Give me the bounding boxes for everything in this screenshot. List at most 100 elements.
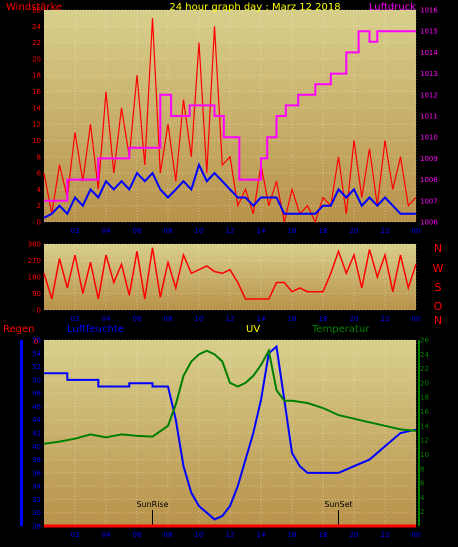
temperature-y-tick: 10	[420, 451, 429, 459]
temperature-y-tick: 26	[420, 337, 429, 345]
temperature-y-tick: 2	[420, 508, 424, 516]
wind-x-tick: 12	[226, 227, 235, 235]
wind-y-tick: 0	[37, 219, 41, 227]
wind-x-tick-labels: 02 04 06 08 10 12 14 16 18 20 22 00	[71, 227, 421, 235]
humidity-x-tick: 16	[288, 531, 297, 539]
direction-y-tick: 90	[32, 290, 41, 298]
direction-x-tick: 06	[133, 315, 142, 323]
pressure-y-tick: 1009	[420, 155, 438, 163]
wind-y-tick: 8	[37, 153, 41, 161]
rain-label: Regen	[3, 324, 35, 335]
compass-label: N	[434, 314, 442, 327]
humidity-temperature-panel: SunRise SunSet 28303234363840424446485052…	[3, 324, 429, 539]
wind-x-tick: 16	[288, 227, 297, 235]
direction-x-tick: 10	[195, 315, 204, 323]
wind-y-tick: 24	[32, 23, 41, 31]
humidity-x-tick: 20	[350, 531, 359, 539]
direction-y-tick: 270	[28, 257, 41, 265]
compass-label: W	[433, 262, 444, 275]
temperature-line	[43, 347, 417, 445]
wind-x-tick: 08	[164, 227, 173, 235]
humidity-y-tick: 36	[32, 469, 41, 477]
wind-y-tick: 12	[32, 121, 41, 129]
sun-annotations: SunRise SunSet	[136, 500, 353, 526]
avg-wind-line	[43, 162, 416, 219]
wind-y-tick: 22	[32, 39, 41, 47]
wind-x-tick: 02	[71, 227, 80, 235]
humidity-x-tick: 08	[164, 531, 173, 539]
sun-marker-label: SunSet	[324, 500, 352, 509]
chart-title: 24 hour graph day : Marz 12 2018	[169, 2, 340, 13]
temperature-y-tick: 16	[420, 408, 429, 416]
humidity-y-tick: 32	[32, 496, 41, 504]
humidity-x-tick: 02	[71, 531, 80, 539]
wind-x-tick: 00	[412, 227, 421, 235]
temperature-label: Temperatur	[311, 324, 370, 335]
temperature-y-tick: 4	[420, 494, 425, 502]
humidity-y-tick: 34	[32, 483, 41, 491]
temperature-y-tick: 22	[420, 365, 429, 373]
wind-line	[43, 18, 417, 224]
humidity-y-tick: 54	[32, 350, 41, 358]
wind-plot-area	[44, 10, 416, 222]
humidity-y-tick: 56	[32, 337, 41, 345]
humidity-series	[43, 344, 417, 528]
direction-y-tick: 360	[28, 241, 41, 249]
humidity-line	[44, 344, 417, 521]
wind-y-tick: 6	[37, 170, 42, 178]
humidity-x-tick: 18	[319, 531, 328, 539]
pressure-y-tick: 1013	[420, 70, 438, 78]
direction-y-tick: 0	[37, 307, 41, 315]
humidity-x-tick-labels: 02 04 06 08 10 12 14 16 18 20 22 00	[71, 531, 421, 539]
humidity-x-tick: 22	[381, 531, 390, 539]
direction-grid	[44, 243, 417, 311]
temperature-y-tick: 6	[420, 480, 425, 488]
pressure-y-tick-labels: 1006 1007 1008 1009 1010 1011 1012 1013 1014 1015…	[420, 7, 438, 227]
humidity-y-tick: 48	[32, 390, 41, 398]
direction-x-tick: 14	[257, 315, 266, 323]
wind-y-tick: 20	[32, 55, 41, 63]
compass-label: S	[435, 281, 442, 294]
humidity-y-tick: 38	[32, 456, 41, 464]
pressure-y-tick: 1014	[420, 49, 438, 57]
pressure-right-label: Luftdruck	[369, 2, 416, 13]
humidity-y-tick: 40	[32, 443, 41, 451]
direction-x-tick: 16	[288, 315, 297, 323]
humidity-y-tick: 44	[32, 416, 41, 424]
temperature-y-tick: 12	[420, 437, 429, 445]
compass-label: O	[434, 300, 443, 313]
wind-y-tick: 10	[32, 137, 41, 145]
pressure-y-tick: 1007	[420, 197, 438, 205]
temperature-y-tick: 14	[420, 422, 429, 430]
humidity-x-tick: 06	[133, 531, 142, 539]
pressure-y-tick: 1015	[420, 28, 438, 36]
humidity-grid	[44, 339, 417, 527]
humidity-y-tick: 50	[32, 376, 41, 384]
compass-label: N	[434, 242, 442, 255]
humidity-x-tick: 14	[257, 531, 266, 539]
pressure-y-tick: 1010	[420, 134, 438, 142]
humidity-x-tick: 12	[226, 531, 235, 539]
direction-x-tick: 08	[164, 315, 173, 323]
pressure-y-tick: 1008	[420, 176, 438, 184]
humidity-plot-area	[44, 340, 416, 526]
wind-x-tick: 10	[195, 227, 204, 235]
humidity-y-tick: 28	[32, 523, 41, 531]
uv-label: UV	[246, 324, 260, 335]
pressure-line	[44, 30, 416, 202]
direction-x-tick: 20	[350, 315, 359, 323]
wind-series	[43, 18, 417, 224]
wind-y-tick: 18	[32, 72, 41, 80]
sun-marker-label: SunRise	[136, 500, 168, 509]
humidity-x-tick: 10	[195, 531, 204, 539]
humidity-y-tick: 52	[32, 363, 41, 371]
direction-series	[43, 247, 417, 300]
direction-x-tick: 18	[319, 315, 328, 323]
humidity-y-tick: 30	[32, 509, 41, 517]
